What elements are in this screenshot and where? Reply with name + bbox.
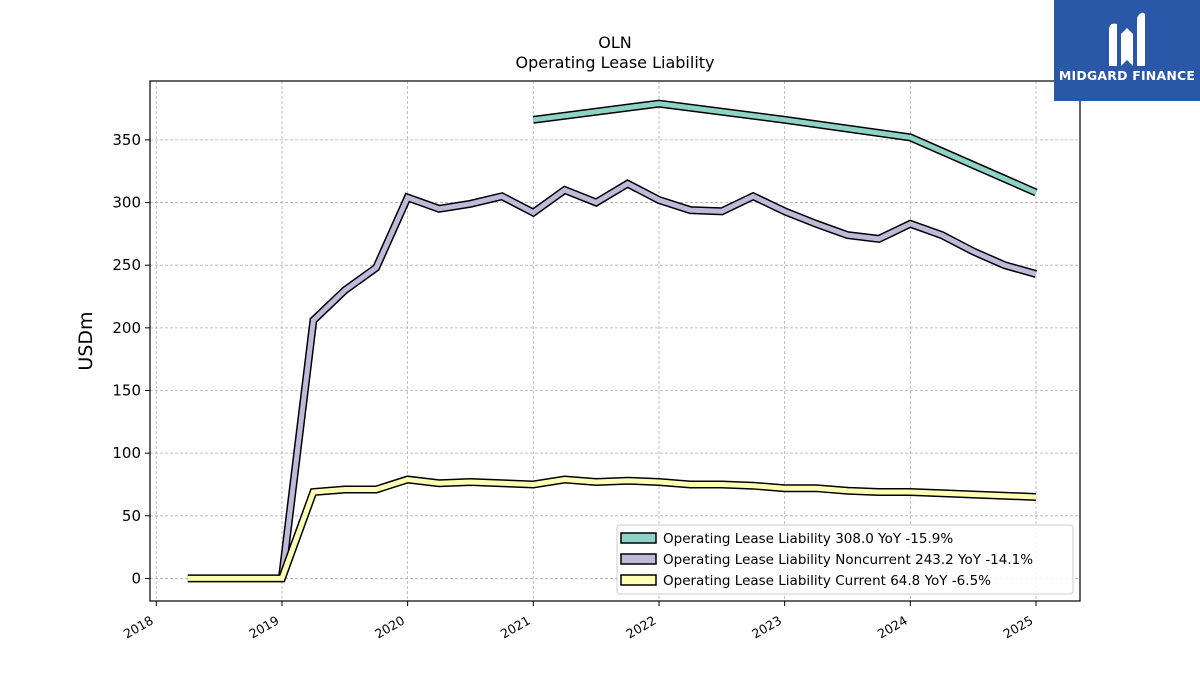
legend-entry: Operating Lease Liability 308.0 YoY -15.… — [663, 531, 953, 547]
series-layer — [187, 99, 1038, 583]
x-tick-label: 2022 — [623, 613, 658, 642]
y-axis-label: USDm — [75, 311, 97, 370]
x-tick-label: 2024 — [875, 613, 910, 642]
logo-text: MIDGARD FINANCE — [1058, 68, 1196, 83]
logo-mark-icon — [1109, 12, 1145, 67]
legend-entry: Operating Lease Liability Current 64.8 Y… — [663, 573, 991, 589]
y-tick-label: 0 — [131, 569, 141, 587]
legend-box — [616, 524, 1074, 595]
y-tick-label: 100 — [112, 444, 141, 462]
x-tick-label: 2021 — [498, 613, 533, 642]
series-2 — [187, 475, 1037, 583]
series-1 — [278, 179, 1038, 578]
series-line — [532, 101, 1038, 195]
legend: Operating Lease Liability 308.0 YoY -15.… — [616, 524, 1074, 595]
x-tick-label: 2020 — [372, 613, 407, 642]
grid — [150, 81, 1080, 601]
legend-swatch — [620, 532, 657, 544]
y-tick-label: 200 — [112, 319, 141, 337]
y-tick-label: 300 — [112, 194, 141, 212]
y-tick-label: 50 — [122, 507, 141, 525]
series-0 — [532, 99, 1038, 197]
y-tick-label: 250 — [112, 256, 141, 274]
x-tick-label: 2019 — [246, 613, 281, 642]
legend-swatch — [620, 574, 657, 586]
x-tick-label: 2018 — [121, 613, 156, 642]
legend-swatch — [620, 553, 657, 565]
y-tick-label: 350 — [112, 131, 141, 149]
legend-entry: Operating Lease Liability Noncurrent 243… — [663, 552, 1033, 568]
series-line — [187, 476, 1037, 581]
chart-title: OLN — [598, 33, 631, 52]
chart-subtitle: Operating Lease Liability — [515, 53, 714, 72]
x-tick-label: 2025 — [1000, 613, 1035, 642]
y-tick-label: 150 — [112, 381, 141, 399]
plot-frame — [149, 80, 1081, 602]
series-line — [279, 180, 1037, 578]
x-tick-label: 2023 — [749, 613, 784, 642]
midgard-finance-logo: MIDGARD FINANCE — [1054, 0, 1200, 101]
